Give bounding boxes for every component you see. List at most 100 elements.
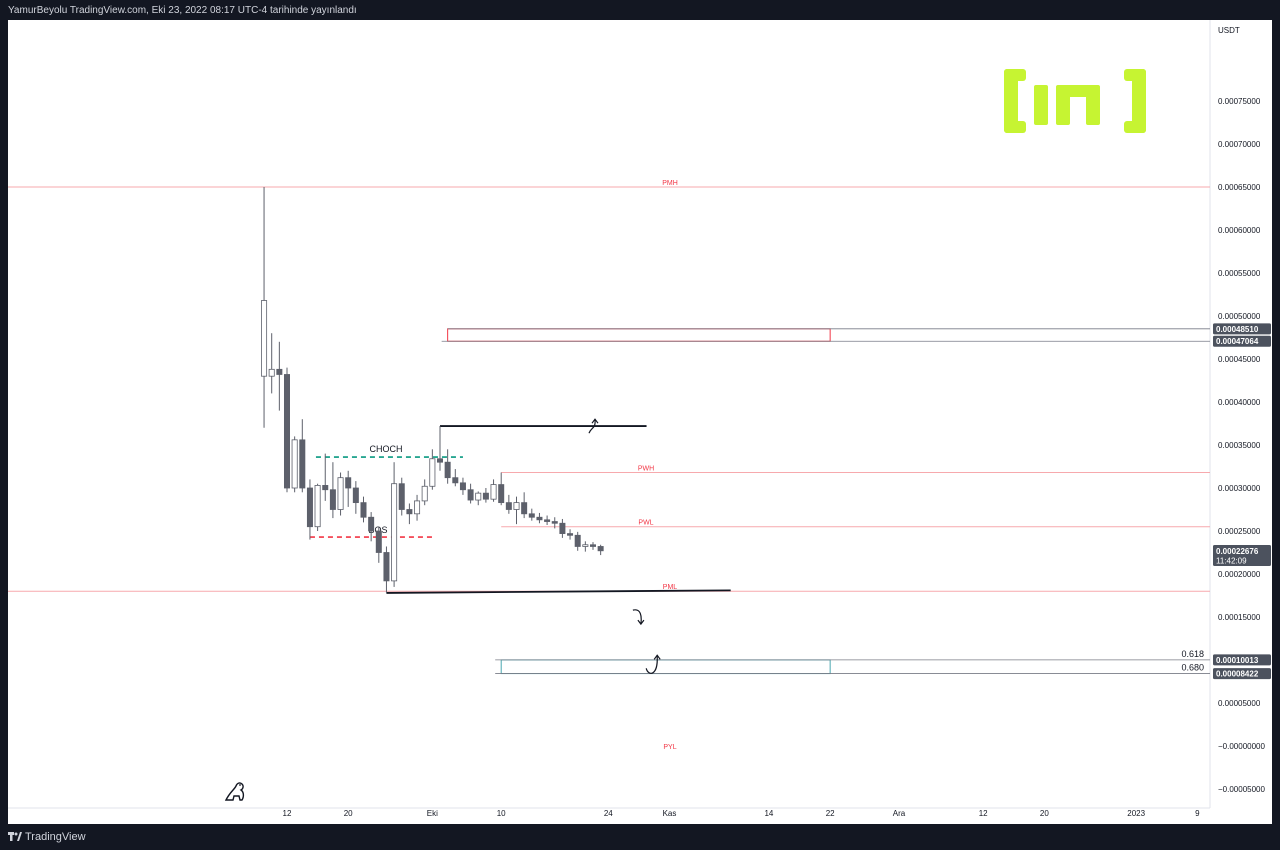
fib-bottom-tag: 0.00008422 — [1216, 670, 1259, 679]
candle-body — [352, 487, 359, 504]
candle-body — [314, 485, 321, 528]
candle-body — [490, 484, 497, 500]
x-tick-label: Kas — [663, 809, 677, 818]
y-tick-label: 0.00040000 — [1218, 398, 1261, 407]
candles — [261, 187, 604, 593]
candle-body — [559, 522, 566, 534]
y-tick-label: 0.00075000 — [1218, 97, 1261, 106]
dino-icon[interactable] — [224, 782, 245, 801]
candle-body — [436, 458, 443, 463]
y-tick-label: −0.00000000 — [1218, 742, 1265, 751]
y-tick-label: 0.00070000 — [1218, 140, 1261, 149]
quote-currency-label: USDT — [1218, 26, 1240, 35]
arrow-up-0 — [588, 419, 596, 434]
candle-body — [268, 368, 275, 377]
candle-body — [544, 519, 551, 522]
structure-markers: CHOCH BOS — [309, 444, 463, 538]
candle-body — [521, 502, 528, 515]
candle-body — [513, 502, 520, 510]
candle-body — [329, 489, 336, 510]
publish-header: YamurBeyolu TradingView.com, Eki 23, 202… — [0, 0, 1280, 20]
candle-body — [421, 485, 428, 502]
candle-body — [590, 544, 597, 547]
y-tick-label: 0.00020000 — [1218, 570, 1261, 579]
current-price-tag: 0.00022676 — [1216, 547, 1259, 556]
x-tick-label: 24 — [604, 809, 613, 818]
level-pyl-label: PYL — [663, 744, 676, 751]
candle-body — [475, 492, 482, 501]
y-tick-label: 0.00050000 — [1218, 312, 1261, 321]
candle-body — [567, 533, 574, 536]
fib-bottom-tag-bg — [1213, 668, 1271, 680]
fib-top-tag-bg — [1213, 654, 1271, 666]
candle-body — [322, 485, 329, 491]
supply-bottom-tag-bg — [1213, 335, 1271, 347]
candle-body — [391, 483, 398, 582]
x-tick-label: 22 — [826, 809, 835, 818]
candle-body — [360, 502, 367, 518]
candle-body — [429, 458, 436, 487]
candle-body — [551, 521, 558, 524]
candle-body — [291, 439, 298, 489]
y-tick-label: 0.00025000 — [1218, 527, 1261, 536]
candle-body — [505, 502, 512, 510]
y-tick-label: −0.00005000 — [1218, 785, 1265, 794]
arrows — [588, 418, 661, 674]
candle-body — [498, 484, 505, 504]
candle-body — [368, 516, 375, 532]
fib-top-tag: 0.00010013 — [1216, 656, 1259, 665]
bos-label: BOS — [368, 525, 387, 535]
time-axis[interactable]: 12 20 Eki 10 24 Kas 14 22 Ara 12 20 2023 9 — [283, 809, 1201, 818]
candle-body — [276, 368, 283, 375]
y-tick-label: 0.00005000 — [1218, 699, 1261, 708]
level-pwl-label: PWL — [638, 520, 653, 527]
x-tick-label: 9 — [1195, 809, 1200, 818]
level-pmh-label: PMH — [662, 180, 678, 187]
supply-top-tag-bg — [1213, 323, 1271, 335]
chart-area[interactable]: USDT PMH PWH PWL PML PYL 0.618 0.680 CHOCH BOS… — [8, 20, 1272, 824]
price-axis[interactable]: 0.00075000 0.00070000 0.00065000 0.00060000… — [1218, 97, 1265, 794]
candle-body — [306, 487, 313, 528]
candle-body — [452, 477, 459, 484]
x-tick-label: 20 — [344, 809, 353, 818]
zones: 0.618 0.680 — [441, 328, 1210, 675]
level-pml-label: PML — [663, 584, 678, 591]
supply-top-tag: 0.00048510 — [1216, 325, 1259, 334]
level-pwh-label: PWH — [638, 466, 654, 473]
y-tick-label: 0.00065000 — [1218, 183, 1261, 192]
x-tick-label: 20 — [1040, 809, 1049, 818]
brand-logo — [1004, 69, 1146, 133]
arrow-head-2 — [653, 654, 661, 660]
arrow-up-2 — [645, 656, 658, 674]
candle-body — [536, 516, 543, 521]
current-price-tag-bg — [1213, 544, 1271, 566]
price-tags: 0.00048510 0.00047064 0.00010013 0.00008422… — [1213, 323, 1271, 680]
x-tick-label: 10 — [497, 809, 506, 818]
chart-background — [8, 20, 1272, 824]
x-tick-label: Ara — [893, 809, 906, 818]
tradingview-brand: TradingView — [25, 831, 86, 843]
candle-body — [337, 477, 344, 510]
fib-ratio-bottom: 0.680 — [1181, 663, 1204, 673]
candle-body — [383, 552, 390, 582]
price-chart[interactable]: USDT PMH PWH PWL PML PYL 0.618 0.680 CHOCH BOS… — [8, 20, 1272, 824]
x-tick-label: 2023 — [1127, 809, 1145, 818]
y-tick-label: 0.00045000 — [1218, 355, 1261, 364]
y-tick-label: 0.00015000 — [1218, 613, 1261, 622]
candle-body — [597, 546, 604, 552]
tradingview-logo-icon — [8, 832, 22, 841]
candle-body — [414, 500, 421, 515]
candle-body — [467, 489, 474, 501]
y-tick-label: 0.00035000 — [1218, 441, 1261, 450]
x-tick-label: 12 — [283, 809, 292, 818]
x-tick-label: 12 — [979, 809, 988, 818]
y-tick-label: 0.00060000 — [1218, 226, 1261, 235]
candle-body — [574, 534, 581, 547]
arrow-head-0 — [591, 418, 599, 424]
x-tick-label: Eki — [427, 809, 438, 818]
arrow-head-1 — [637, 619, 645, 626]
fib-ratio-top: 0.618 — [1181, 649, 1204, 659]
choch-label: CHOCH — [370, 444, 403, 454]
candle-body — [582, 544, 589, 547]
candle-body — [345, 477, 352, 489]
